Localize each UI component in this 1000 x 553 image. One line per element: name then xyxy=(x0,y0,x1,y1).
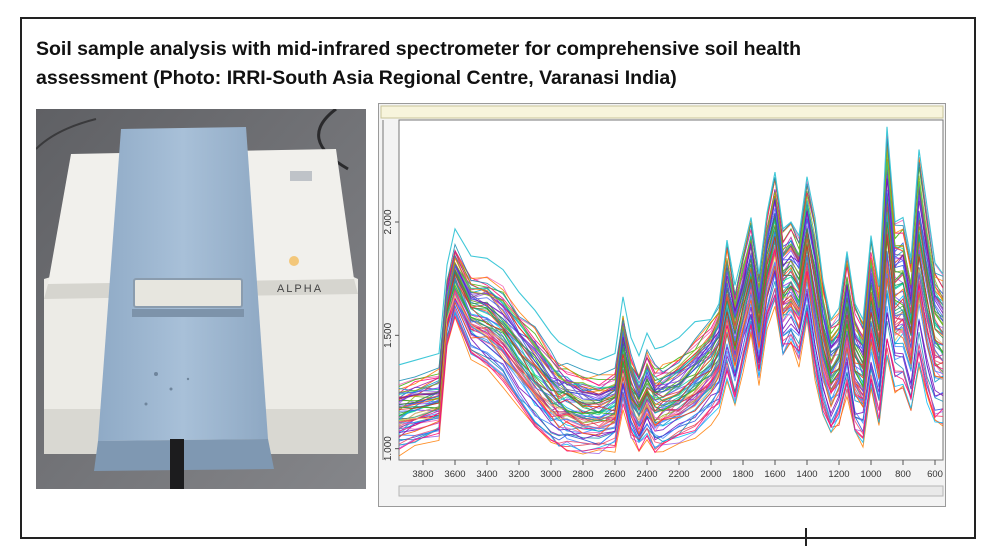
y-axis-ticks: 1.000 1.500 2.000 xyxy=(383,209,399,461)
spectrum-line xyxy=(398,240,944,420)
caption-line-1: Soil sample analysis with mid-infrared s… xyxy=(36,38,802,60)
y-tick-label: 1.500 xyxy=(383,322,394,347)
spectrum-line xyxy=(398,296,944,452)
spectrum-line xyxy=(398,202,944,405)
spectrum-line xyxy=(398,293,944,454)
x-tick-label: 2000 xyxy=(700,469,721,480)
figure-caption: Soil sample analysis with mid-infrared s… xyxy=(36,35,956,93)
x-tick-label: 2400 xyxy=(636,469,657,480)
x-tick-label: 2200 xyxy=(668,469,689,480)
spectrum-line xyxy=(398,151,944,393)
x-axis-ticks: 3800 3600 3400 3200 3000 2800 2600 2400 2200 2000… xyxy=(412,460,943,480)
horizontal-scrollbar[interactable] xyxy=(398,485,944,497)
spectrum-line xyxy=(398,189,944,400)
y-tick-label: 1.000 xyxy=(383,436,394,461)
spectrum-line xyxy=(398,270,944,440)
spectra-plot-window: 1.000 1.500 2.000 3800 3600 3400 3200 3000 2800… xyxy=(378,103,946,507)
device-label: ALPHA xyxy=(277,283,323,295)
x-tick-label: 3200 xyxy=(508,469,529,480)
x-tick-label: 1400 xyxy=(796,469,817,480)
x-tick-label: 600 xyxy=(927,469,943,480)
x-tick-label: 3000 xyxy=(540,469,561,480)
spectra-series xyxy=(398,126,944,457)
spectrum-line xyxy=(398,221,944,413)
x-tick-label: 2600 xyxy=(604,469,625,480)
x-tick-label: 3800 xyxy=(412,469,433,480)
figure-frame: Soil sample analysis with mid-infrared s… xyxy=(20,17,976,539)
spectrum-line xyxy=(398,138,944,382)
spectrum-line-outlier xyxy=(398,126,944,366)
spectrum-line xyxy=(398,232,944,410)
page-tick-mark xyxy=(805,528,807,546)
x-tick-label: 800 xyxy=(895,469,911,480)
spectrum-line xyxy=(398,281,944,443)
spectrometer-photo: ALPHA xyxy=(36,109,366,489)
spectrometer-illustration: ALPHA xyxy=(36,109,366,489)
x-tick-label: 2800 xyxy=(572,469,593,480)
y-tick-label: 2.000 xyxy=(383,209,394,234)
x-tick-label: 1800 xyxy=(732,469,753,480)
x-tick-label: 3400 xyxy=(476,469,497,480)
spectrum-line xyxy=(398,225,944,409)
x-tick-label: 1000 xyxy=(860,469,881,480)
x-tick-label: 1200 xyxy=(828,469,849,480)
spectrum-line xyxy=(398,287,944,446)
spectrum-line xyxy=(398,274,944,446)
spectrum-line xyxy=(398,161,944,395)
spectra-chart: 1.000 1.500 2.000 3800 3600 3400 3200 3000 2800… xyxy=(379,104,945,506)
x-tick-label: 3600 xyxy=(444,469,465,480)
caption-line-2: assessment (Photo: IRRI-South Asia Regio… xyxy=(36,67,677,89)
spectrum-line xyxy=(398,234,944,414)
spectrum-line xyxy=(398,265,944,437)
x-tick-label: 1600 xyxy=(764,469,785,480)
